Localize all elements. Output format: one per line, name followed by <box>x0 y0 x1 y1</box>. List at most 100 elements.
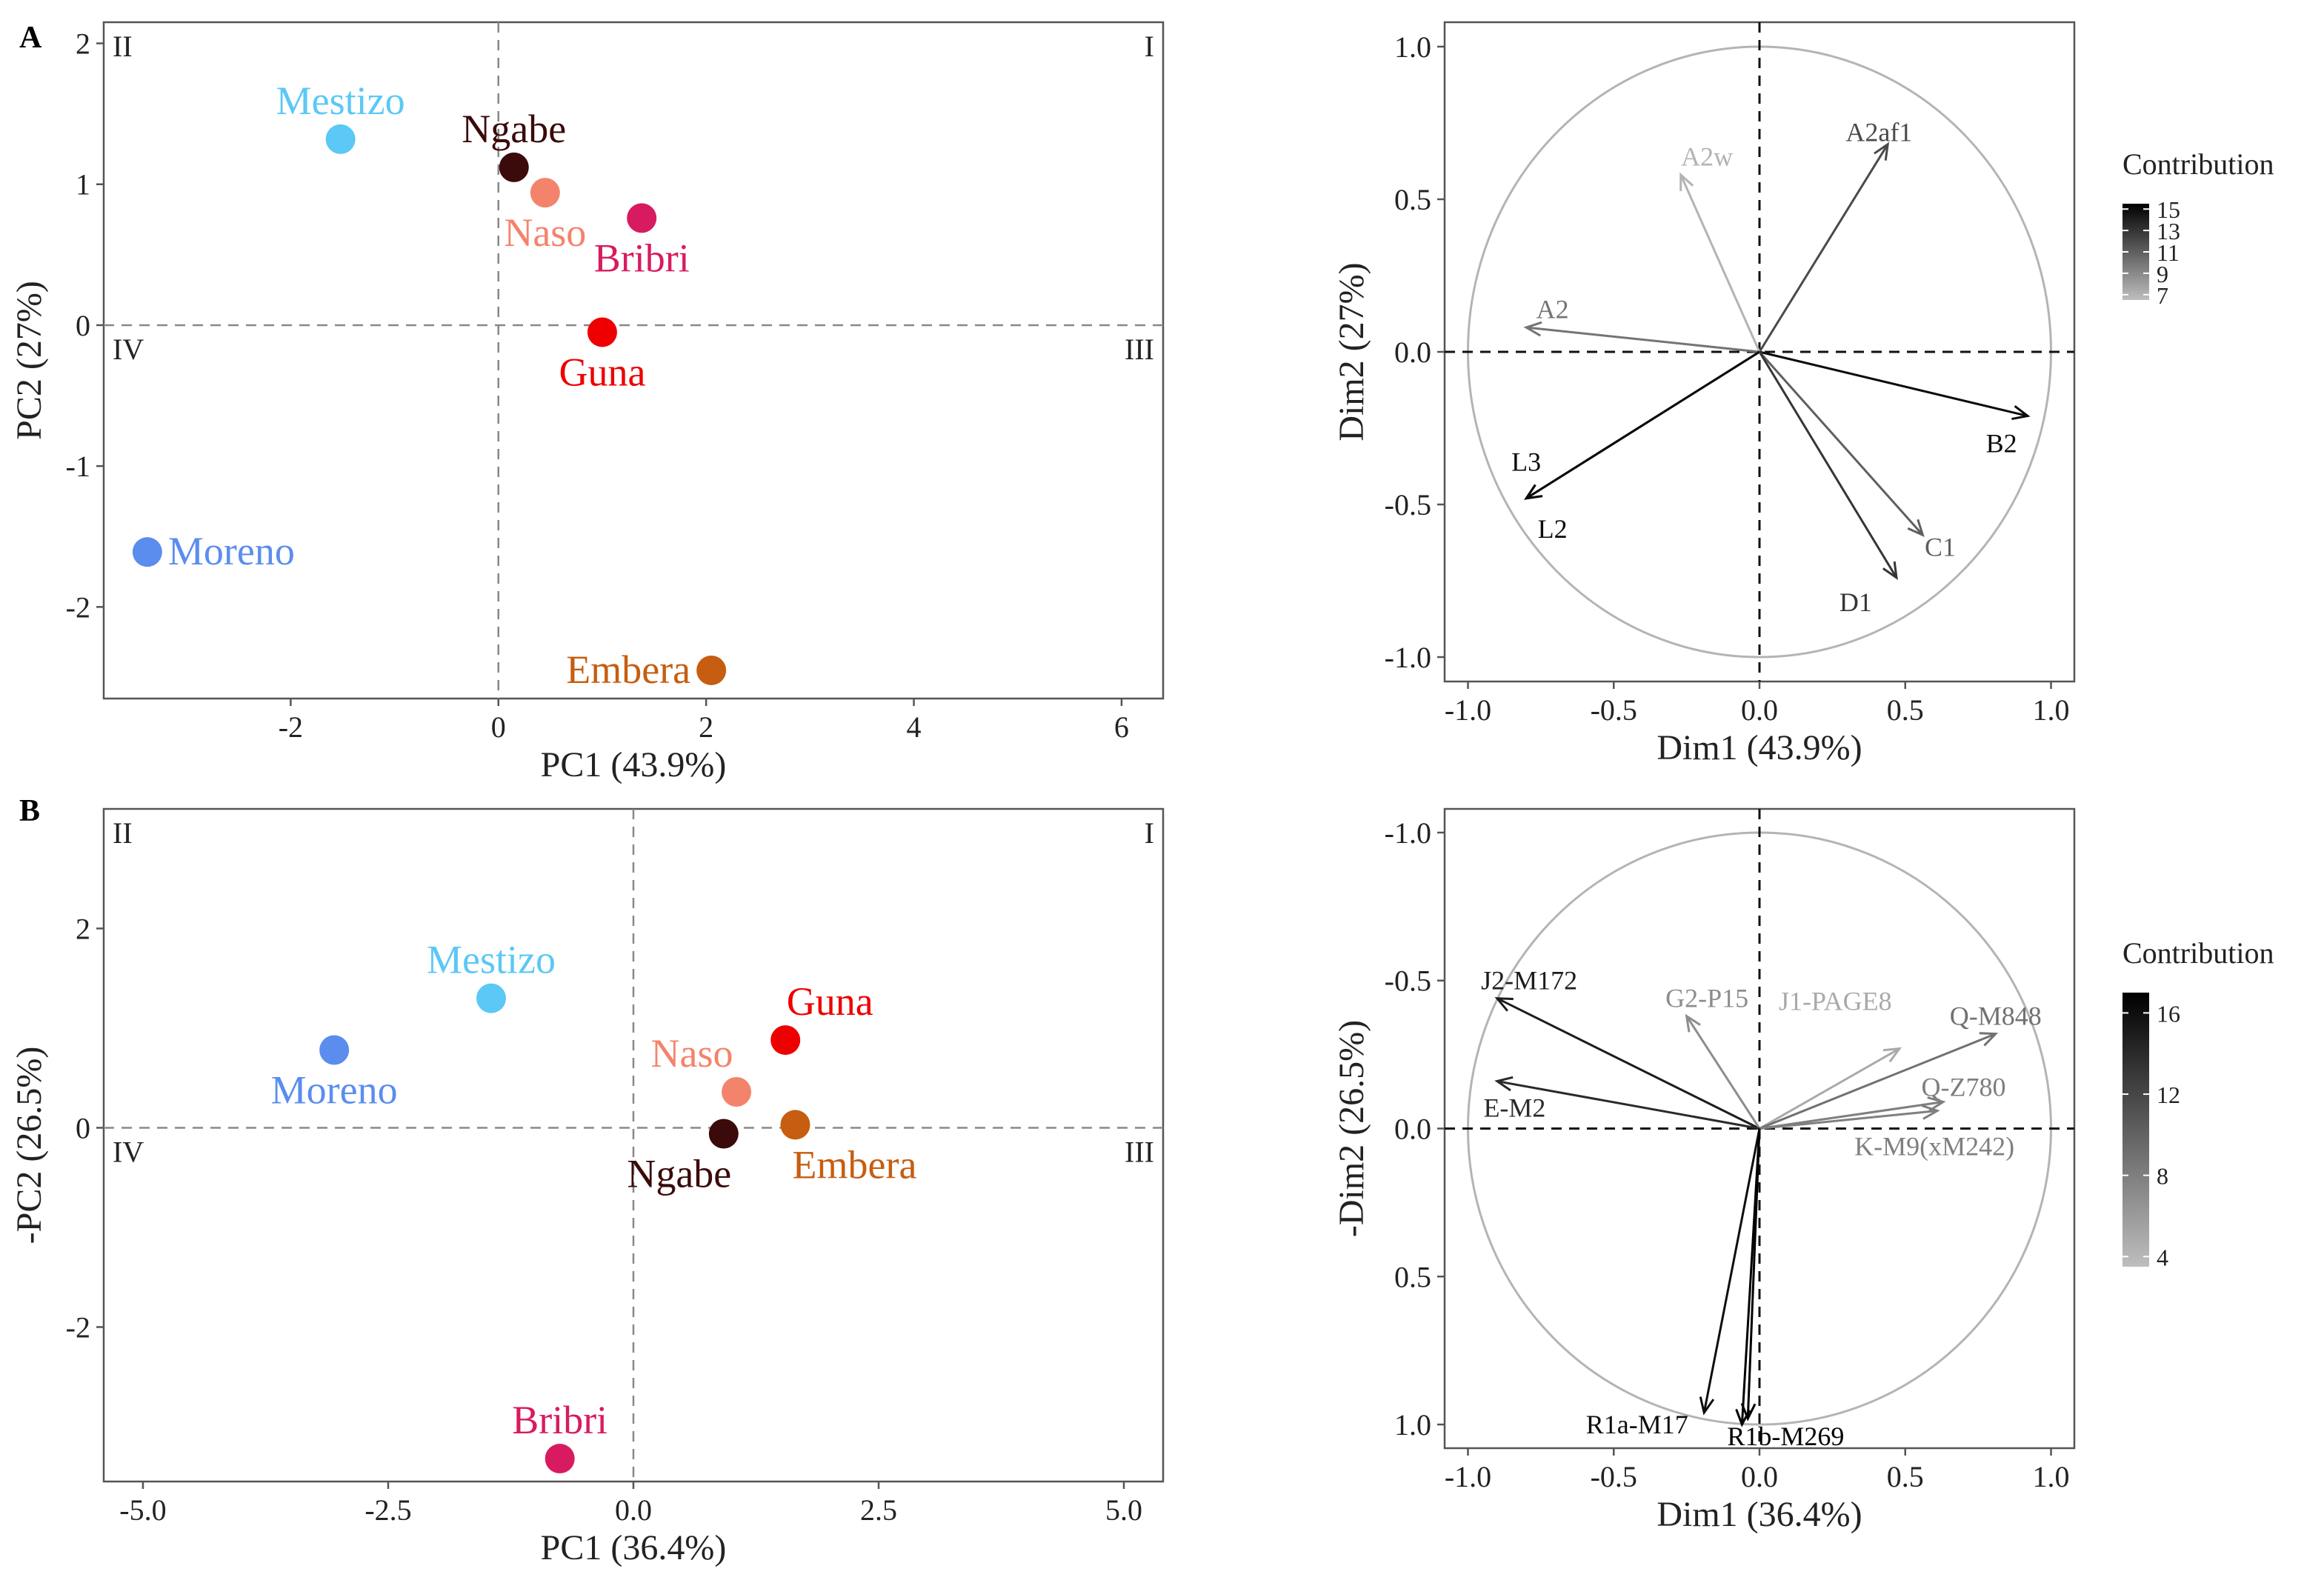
B-loadings-arrow-head-q-z780 <box>1927 1096 1946 1112</box>
B-scatter-y-tick-label: 2 <box>76 912 90 945</box>
B-loadings-arrow-q-m848 <box>1759 1033 1997 1130</box>
B-loadings-arrow-label-q-m848: Q-M848 <box>1950 1002 2042 1031</box>
A-scatter-x-tick-label: 0 <box>491 710 506 744</box>
A-loadings-y-axis-title: Dim2 (27%) <box>1332 262 1371 441</box>
A-loadings-arrow-label-l3: L3 <box>1511 447 1541 476</box>
A-scatter-x-tick-label: -2 <box>279 710 303 744</box>
A-loadings-legend-tick-label: 9 <box>2157 261 2168 287</box>
A-loadings-arrow-d1 <box>1758 351 1898 579</box>
A-scatter-quadrant-label-iii: III <box>1125 333 1154 366</box>
B-loadings-arrow-k-m9-xm242 <box>1759 1110 1938 1130</box>
chart-b-pca-scatter: -5.0 -2.5 0.0 2.5 5.0 -2 0 2 PC1 (36.4%) -PC2 (26… <box>10 807 1165 1567</box>
panel-label-b: B <box>19 794 40 828</box>
B-scatter-quadrant-label-ii: II <box>113 816 133 850</box>
B-scatter-x-tick-label: 0.0 <box>615 1493 652 1527</box>
A-scatter-x-tick-label: 6 <box>1114 710 1129 744</box>
B-loadings-arrow-head-r1a-m17 <box>1699 1396 1715 1416</box>
A-scatter-point-moreno <box>132 537 162 567</box>
A-loadings-legend-tick-label: 7 <box>2157 282 2168 309</box>
A-scatter-y-tick-label: -2 <box>66 590 90 624</box>
A-scatter-point-label-embera: Embera <box>566 647 690 692</box>
B-loadings-arrow-head-q-m848 <box>1979 1032 1999 1047</box>
B-loadings-arrow-j1-page8 <box>1759 1047 1900 1130</box>
A-loadings-y-tick-label: -1.0 <box>1385 641 1431 674</box>
A-scatter-quadrant-label-iv: IV <box>113 333 144 366</box>
B-loadings-legend-tick-label: 12 <box>2157 1082 2180 1108</box>
A-loadings-arrow-c1 <box>1758 351 1924 536</box>
B-scatter-y-tick-label: 0 <box>76 1111 90 1144</box>
A-scatter-point-label-guna: Guna <box>559 350 645 394</box>
A-loadings-arrow-label-a2af1: A2af1 <box>1845 117 1912 147</box>
A-scatter-point-label-bribri: Bribri <box>594 236 690 280</box>
B-loadings-arrow-label-r1a-m17: R1a-M17 <box>1586 1410 1688 1439</box>
A-scatter-point-ngabe <box>499 152 529 182</box>
B-loadings-y-axis-title: -Dim2 (26.5%) <box>1332 1020 1371 1237</box>
A-loadings-x-tick-label: -0.5 <box>1591 693 1637 727</box>
B-loadings-legend-title: Contribution <box>2122 936 2274 970</box>
B-loadings-legend-colorbar <box>2122 993 2149 1267</box>
A-scatter-y-tick-label: 2 <box>76 27 90 61</box>
A-loadings-arrow-label-l2: L2 <box>1538 514 1568 544</box>
A-scatter-y-tick-label: -1 <box>66 450 90 483</box>
A-scatter-point-embera <box>696 655 727 685</box>
A-loadings-legend-title: Contribution <box>2122 147 2274 181</box>
A-scatter-x-tick-label: 4 <box>907 710 922 744</box>
B-loadings-arrow-label-g2-p15: G2-P15 <box>1665 984 1748 1013</box>
B-loadings-arrow-r1a-m17 <box>1702 1128 1761 1413</box>
B-loadings-arrow-label-j1-page8: J1-PAGE8 <box>1779 987 1892 1016</box>
B-scatter-point-embera <box>780 1110 810 1140</box>
A-loadings-arrow-head-a2w <box>1679 172 1694 192</box>
A-loadings-y-tick-label: 0.0 <box>1394 336 1431 369</box>
B-scatter-y-axis-title: -PC2 (26.5%) <box>10 1047 49 1244</box>
A-loadings-arrow-label-a2: A2 <box>1536 294 1569 324</box>
A-loadings-arrow-label-a2w: A2w <box>1681 141 1733 171</box>
B-loadings-y-tick-label: 1.0 <box>1394 1408 1431 1442</box>
A-scatter-y-axis-title: PC2 (27%) <box>10 281 49 440</box>
B-scatter-x-axis-title: PC1 (36.4%) <box>541 1528 727 1567</box>
B-loadings-arrow-label-e-m2: E-M2 <box>1483 1093 1545 1123</box>
A-loadings-y-tick-label: 1.0 <box>1394 30 1431 64</box>
B-scatter-point-label-moreno: Moreno <box>271 1068 398 1113</box>
A-loadings-legend-tick-label: 15 <box>2157 196 2180 223</box>
B-loadings-arrow-label-r1b-m269: R1b-M269 <box>1727 1422 1844 1451</box>
A-loadings-arrow-head-b2 <box>2011 404 2031 421</box>
B-scatter-point-guna <box>770 1025 801 1056</box>
A-loadings-arrow-label-d1: D1 <box>1839 587 1872 617</box>
A-loadings-arrow-head-a2af1 <box>1874 141 1890 161</box>
B-loadings-arrow-e-m2 <box>1496 1080 1760 1130</box>
B-loadings-arrow-label-j2-m172: J2-M172 <box>1481 966 1577 996</box>
A-scatter-point-naso <box>530 178 560 208</box>
A-loadings-arrow-a2w <box>1679 174 1761 353</box>
B-loadings-x-tick-label: 1.0 <box>2033 1460 2070 1493</box>
B-scatter-point-ngabe <box>708 1119 739 1149</box>
A-scatter-point-guna <box>587 317 617 347</box>
B-loadings-arrow-head-j1-page8 <box>1882 1047 1902 1063</box>
B-scatter-point-label-bribri: Bribri <box>512 1398 607 1442</box>
A-scatter-y-tick-label: 0 <box>76 309 90 342</box>
B-scatter-point-label-naso: Naso <box>651 1031 733 1076</box>
A-loadings-x-axis-title: Dim1 (43.9%) <box>1657 728 1862 767</box>
B-scatter-quadrant-label-i: I <box>1145 816 1154 850</box>
A-scatter-quadrant-label-ii: II <box>113 30 133 63</box>
B-loadings-arrow-head-unlabeled-9 <box>1735 1408 1751 1427</box>
A-scatter-point-label-ngabe: Ngabe <box>462 107 566 151</box>
B-loadings-x-axis-title: Dim1 (36.4%) <box>1657 1495 1862 1534</box>
A-loadings-arrow-a2af1 <box>1758 144 1889 353</box>
chart-b-variable-loadings: -1.0 -0.5 0.0 0.5 1.0 -1.0 -0.5 0.0 0.5 1.0 Dim1 (… <box>1332 807 2274 1534</box>
A-loadings-arrow-l2 <box>1525 350 1760 500</box>
B-scatter-x-tick-label: 2.5 <box>860 1493 897 1527</box>
B-loadings-y-tick-label: -0.5 <box>1385 964 1431 998</box>
B-loadings-arrow-label-k-m9-xm242: K-M9(xM242) <box>1854 1131 2014 1161</box>
B-loadings-x-tick-label: 0.5 <box>1887 1460 1924 1493</box>
B-loadings-arrow-head-k-m9-xm242 <box>1921 1104 1940 1120</box>
A-loadings-y-tick-label: -0.5 <box>1385 488 1431 521</box>
B-scatter-point-label-embera: Embera <box>793 1142 917 1187</box>
B-scatter-point-naso <box>722 1077 752 1107</box>
B-loadings-arrow-j2-m172 <box>1496 997 1760 1130</box>
B-loadings-arrow-label-q-z780: Q-Z780 <box>1921 1073 2005 1102</box>
B-loadings-arrow-q-z780 <box>1759 1101 1944 1130</box>
A-scatter-plot-frame <box>102 21 1165 700</box>
A-loadings-x-tick-label: 0.0 <box>1741 693 1778 727</box>
A-loadings-legend-tick-label: 13 <box>2157 218 2180 244</box>
